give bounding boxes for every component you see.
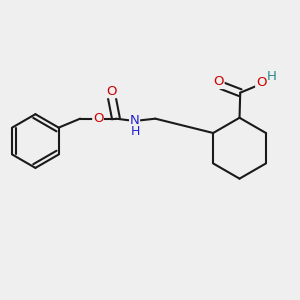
Text: H: H xyxy=(130,125,140,138)
Text: O: O xyxy=(214,76,224,88)
Text: O: O xyxy=(93,112,103,125)
Text: H: H xyxy=(267,70,277,83)
Text: O: O xyxy=(106,85,117,98)
Text: N: N xyxy=(130,114,140,127)
Text: O: O xyxy=(256,76,266,89)
